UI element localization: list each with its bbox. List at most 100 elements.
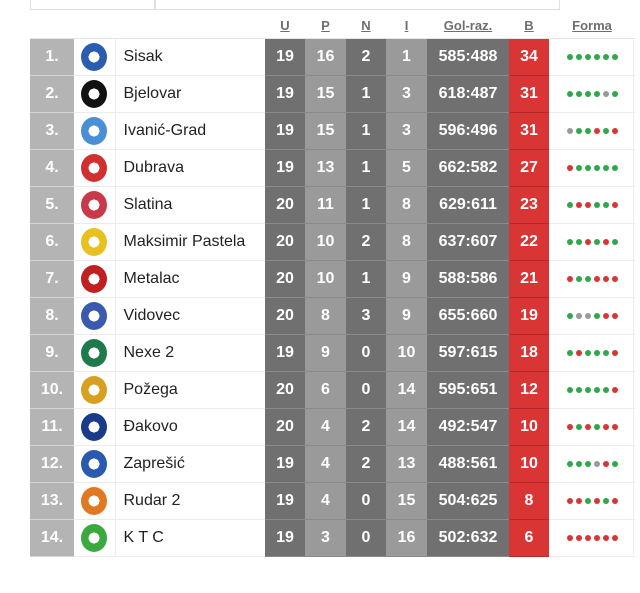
team-name[interactable]: Rudar 2 xyxy=(115,482,265,520)
team-name[interactable]: Maksimir Pastela xyxy=(115,223,265,261)
win-dot-icon xyxy=(602,53,609,60)
form-cell xyxy=(549,38,635,76)
rank-cell: 4. xyxy=(30,149,74,187)
team-name[interactable]: Metalac xyxy=(115,260,265,298)
goal-difference-cell: 492:547 xyxy=(427,408,509,446)
loss-dot-icon xyxy=(575,201,582,208)
logo-cell xyxy=(74,38,116,76)
loss-dot-icon xyxy=(611,386,618,393)
loss-dot-icon xyxy=(602,312,609,319)
rank-cell: 7. xyxy=(30,260,74,298)
win-dot-icon xyxy=(611,238,618,245)
table-row[interactable]: 11. Đakovo 20 4 2 14 492:547 10 xyxy=(30,408,635,446)
table-row[interactable]: 3. Ivanić-Grad 19 15 1 3 596:496 31 xyxy=(30,112,635,150)
points-cell: 18 xyxy=(509,334,549,372)
ivanic-grad-logo-icon[interactable] xyxy=(81,117,108,145)
loss-dot-icon xyxy=(593,497,600,504)
points-cell: 10 xyxy=(509,445,549,483)
win-dot-icon xyxy=(575,53,582,60)
points-cell: 19 xyxy=(509,297,549,335)
header-points[interactable]: B xyxy=(509,12,549,39)
points-cell: 10 xyxy=(509,408,549,446)
form-cell xyxy=(549,223,635,261)
metalac-logo-icon[interactable] xyxy=(81,265,108,293)
loss-dot-icon xyxy=(566,423,573,430)
win-dot-icon xyxy=(584,386,591,393)
draws-cell: 2 xyxy=(346,223,386,261)
team-name[interactable]: Đakovo xyxy=(115,408,265,446)
logo-cell xyxy=(74,445,116,483)
win-dot-icon xyxy=(575,460,582,467)
header-form[interactable]: Forma xyxy=(549,12,635,39)
header-goal-difference[interactable]: Gol-raz. xyxy=(427,12,509,39)
loss-dot-icon xyxy=(593,127,600,134)
table-row[interactable]: 6. Maksimir Pastela 20 10 2 8 637:607 22 xyxy=(30,223,635,261)
sisak-logo-icon[interactable] xyxy=(81,43,108,71)
maksimir-pastela-logo-icon[interactable] xyxy=(81,228,108,256)
win-dot-icon xyxy=(584,127,591,134)
table-row[interactable]: 8. Vidovec 20 8 3 9 655:660 19 xyxy=(30,297,635,335)
logo-cell xyxy=(74,297,116,335)
pozega-logo-icon[interactable] xyxy=(81,376,108,404)
header-draws[interactable]: N xyxy=(346,12,386,39)
table-row[interactable]: 7. Metalac 20 10 1 9 588:586 21 xyxy=(30,260,635,298)
vidovec-logo-icon[interactable] xyxy=(81,302,108,330)
draws-cell: 1 xyxy=(346,75,386,113)
win-dot-icon xyxy=(584,164,591,171)
logo-cell xyxy=(74,260,116,298)
losses-cell: 9 xyxy=(386,260,427,298)
logo-cell xyxy=(74,519,116,557)
wins-cell: 4 xyxy=(305,408,346,446)
played-cell: 20 xyxy=(265,371,305,409)
team-name[interactable]: Zaprešić xyxy=(115,445,265,483)
logo-cell xyxy=(74,112,116,150)
table-row[interactable]: 13. Rudar 2 19 4 0 15 504:625 8 xyxy=(30,482,635,520)
header-losses[interactable]: I xyxy=(386,12,427,39)
win-dot-icon xyxy=(575,90,582,97)
table-row[interactable]: 14. K T C 19 3 0 16 502:632 6 xyxy=(30,519,635,557)
team-name[interactable]: Sisak xyxy=(115,38,265,76)
wins-cell: 15 xyxy=(305,112,346,150)
win-dot-icon xyxy=(575,127,582,134)
form-cell xyxy=(549,371,635,409)
win-dot-icon xyxy=(566,386,573,393)
table-row[interactable]: 1. Sisak 19 16 2 1 585:488 34 xyxy=(30,38,635,76)
bjelovar-logo-icon[interactable] xyxy=(81,80,108,108)
points-cell: 23 xyxy=(509,186,549,224)
team-name[interactable]: K T C xyxy=(115,519,265,557)
win-dot-icon xyxy=(584,460,591,467)
team-name[interactable]: Ivanić-Grad xyxy=(115,112,265,150)
team-name[interactable]: Nexe 2 xyxy=(115,334,265,372)
draw-dot-icon xyxy=(584,312,591,319)
rudar-logo-icon[interactable] xyxy=(81,487,108,515)
team-name[interactable]: Bjelovar xyxy=(115,75,265,113)
table-row[interactable]: 4. Dubrava 19 13 1 5 662:582 27 xyxy=(30,149,635,187)
zapresic-logo-icon[interactable] xyxy=(81,450,108,478)
rank-cell: 14. xyxy=(30,519,74,557)
win-dot-icon xyxy=(611,460,618,467)
dubrava-logo-icon[interactable] xyxy=(81,154,108,182)
top-tab[interactable] xyxy=(155,0,560,10)
played-cell: 20 xyxy=(265,223,305,261)
loss-dot-icon xyxy=(593,275,600,282)
table-row[interactable]: 2. Bjelovar 19 15 1 3 618:487 31 xyxy=(30,75,635,113)
losses-cell: 8 xyxy=(386,223,427,261)
slatina-logo-icon[interactable] xyxy=(81,191,108,219)
table-row[interactable]: 9. Nexe 2 19 9 0 10 597:615 18 xyxy=(30,334,635,372)
team-name[interactable]: Vidovec xyxy=(115,297,265,335)
team-name[interactable]: Dubrava xyxy=(115,149,265,187)
wins-cell: 16 xyxy=(305,38,346,76)
played-cell: 19 xyxy=(265,75,305,113)
ktc-logo-icon[interactable] xyxy=(81,524,108,552)
nexe-logo-icon[interactable] xyxy=(81,339,108,367)
form-cell xyxy=(549,260,635,298)
table-row[interactable]: 5. Slatina 20 11 1 8 629:611 23 xyxy=(30,186,635,224)
table-row[interactable]: 12. Zaprešić 19 4 2 13 488:561 10 xyxy=(30,445,635,483)
team-name[interactable]: Požega xyxy=(115,371,265,409)
table-row[interactable]: 10. Požega 20 6 0 14 595:651 12 xyxy=(30,371,635,409)
top-tab[interactable] xyxy=(30,0,155,10)
header-played[interactable]: U xyxy=(265,12,305,39)
dakovo-logo-icon[interactable] xyxy=(81,413,108,441)
header-wins[interactable]: P xyxy=(305,12,346,39)
team-name[interactable]: Slatina xyxy=(115,186,265,224)
